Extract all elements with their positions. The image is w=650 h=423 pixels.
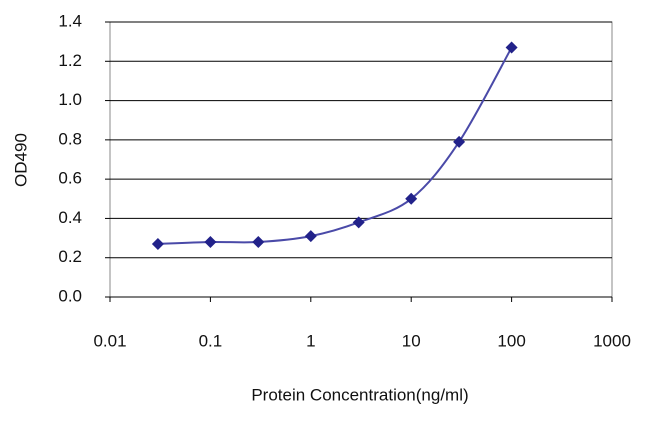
marker (505, 41, 518, 54)
x-tick-label: 1000 (593, 331, 631, 350)
marker (352, 216, 365, 229)
y-tick-label: 0.6 (58, 169, 82, 188)
marker (252, 236, 265, 248)
marker (151, 237, 164, 250)
y-tick-label: 1.0 (58, 90, 82, 109)
x-tick-label: 100 (497, 331, 525, 350)
y-tick-label: 0.8 (58, 129, 82, 148)
x-tick-label: 0.01 (93, 331, 126, 350)
marker (453, 135, 466, 148)
y-tick-label: 0.0 (58, 286, 82, 305)
y-tick-label: 0.2 (58, 247, 82, 266)
x-tick-label: 0.1 (199, 331, 223, 350)
plot-area (109, 21, 613, 298)
x-tick-label: 10 (402, 331, 421, 350)
x-axis-label: Protein Concentration(ng/ml) (251, 385, 468, 404)
y-tick-label: 0.4 (58, 208, 82, 227)
marker (405, 192, 418, 205)
x-tick-label: 1 (306, 331, 315, 350)
y-tick-label: 1.4 (58, 11, 82, 30)
marker (204, 236, 217, 248)
marker (304, 230, 317, 243)
y-tick-label: 1.2 (58, 51, 82, 70)
y-axis-label: OD490 (11, 133, 30, 187)
